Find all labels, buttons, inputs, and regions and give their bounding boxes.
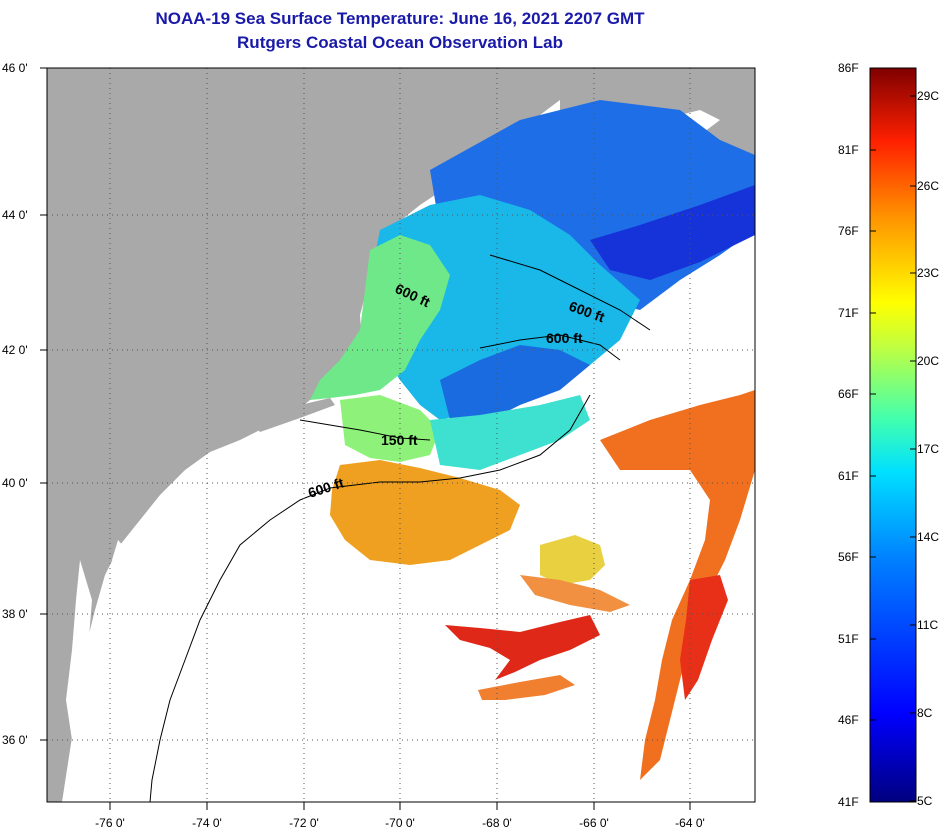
sst-mid-orange-filament: [520, 575, 630, 612]
contour-600ft-georges: [479, 334, 621, 361]
sst-shelf-cyan: [430, 395, 590, 470]
contour-label: 150 ft: [381, 432, 418, 448]
lat-label: 40 0': [2, 476, 28, 490]
colorbar-f-label: 71F: [838, 306, 859, 320]
colorbar-ticks: [870, 67, 916, 803]
contour-150ft: [299, 419, 431, 441]
colorbar-f-label: 56F: [838, 550, 859, 564]
land-long-island: [250, 398, 335, 432]
lat-label: 44 0': [2, 208, 28, 222]
colorbar-c-label: 14C: [917, 530, 940, 544]
colorbar-f-label: 66F: [838, 387, 859, 401]
colorbar-c-label: 26C: [917, 179, 940, 193]
colorbar-c-label: 23C: [917, 266, 940, 280]
colorbar-f-label: 51F: [838, 632, 859, 646]
lat-label: 38 0': [2, 607, 28, 621]
colorbar-f-label: 81F: [838, 143, 859, 157]
colorbar-f-label: 46F: [838, 713, 859, 727]
lon-label: -70 0': [385, 816, 415, 830]
contour-label: 600 ft: [546, 330, 583, 346]
contour-600ft-north: [489, 254, 651, 331]
sst-shelf-green: [340, 395, 440, 462]
lon-label: -76 0': [95, 816, 125, 830]
map-frame: [46, 67, 756, 803]
map-subtitle: Rutgers Coastal Ocean Observation Lab: [237, 33, 563, 52]
sst-coastal-green: [310, 235, 450, 400]
colorbar-f-label: 61F: [838, 469, 859, 483]
sst-warm-core-yellow: [540, 535, 605, 585]
sst-gulf-stream-orange: [600, 390, 755, 780]
map-title: NOAA-19 Sea Surface Temperature: June 16…: [155, 9, 645, 28]
sst-deep-blue-scotian: [590, 185, 755, 280]
chesapeake-bay: [66, 560, 92, 740]
sst-south-red-filament: [445, 615, 600, 680]
lon-label: -66 0': [579, 816, 609, 830]
colorbar-f-label: 76F: [838, 224, 859, 238]
lat-label: 36 0': [2, 733, 28, 747]
colorbar-c-label: 8C: [917, 706, 933, 720]
lat-label: 46 0': [2, 61, 28, 75]
land-us: [47, 68, 560, 802]
contour-600ft-shelf: [149, 394, 591, 802]
colorbar-c-label: 20C: [917, 354, 940, 368]
sst-gulf-stream-red: [680, 575, 728, 700]
colorbar-c-label: 5C: [917, 794, 933, 808]
colorbar-f-label: 41F: [838, 795, 859, 809]
lon-label: -64 0': [675, 816, 705, 830]
sst-slope-orange: [330, 460, 520, 565]
colorbar-c-label: 17C: [917, 442, 940, 456]
lon-label: -74 0': [192, 816, 222, 830]
sst-georges-bank-blue: [440, 345, 590, 425]
colorbar-c-label: 11C: [917, 618, 939, 632]
lon-label: -68 0': [482, 816, 512, 830]
colorbar: [869, 67, 917, 803]
delaware-bay: [112, 540, 135, 580]
sst-south-orange-filament: [478, 675, 575, 700]
colorbar-c-label: 29C: [917, 89, 940, 103]
colorbar-f-label: 86F: [838, 61, 859, 75]
lon-label: -72 0': [289, 816, 319, 830]
lat-label: 42 0': [2, 343, 28, 357]
axis-ticks: [40, 67, 691, 810]
